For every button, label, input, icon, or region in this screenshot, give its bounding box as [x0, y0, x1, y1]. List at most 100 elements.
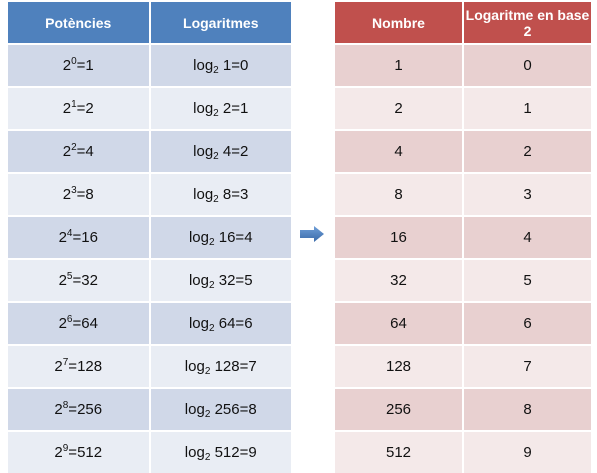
table-row: 29=512 log2 512=9: [8, 431, 291, 473]
table-row: 24=16 log2 16=4: [8, 216, 291, 259]
log-base: 2: [213, 151, 219, 162]
log-label: log: [184, 401, 205, 418]
power-cell: 26=64: [8, 302, 150, 345]
power-value: 256: [77, 401, 103, 418]
power-cell: 25=32: [8, 259, 150, 302]
log-value: 1: [240, 100, 249, 117]
log-base-2-cell: 4: [462, 216, 591, 259]
number-logarithm-table: Nombre Logaritme en base 2 1 0 2 1 4 2 8 3 16 4 32…: [335, 2, 591, 473]
logarithm-cell: log2 32=5: [148, 259, 291, 302]
log-argument: 2: [222, 100, 232, 117]
right-arrow-icon: [300, 226, 324, 242]
log-base-2-cell: 7: [462, 345, 591, 388]
table-row: 26=64 log2 64=6: [8, 302, 291, 345]
right-header-row: Nombre Logaritme en base 2: [335, 2, 591, 44]
log-base: 2: [213, 65, 219, 76]
log-base: 2: [204, 409, 211, 420]
table-row: 22=4 log2 4=2: [8, 130, 291, 173]
log-argument: 256: [214, 401, 240, 418]
power-cell: 29=512: [8, 431, 150, 473]
power-cell: 21=2: [8, 87, 150, 130]
log-base-2-cell: 5: [462, 259, 591, 302]
power-base: 2: [58, 315, 67, 332]
table-row: 16 4: [335, 216, 591, 259]
log-base-2-cell: 3: [462, 173, 591, 216]
number-cell: 128: [335, 345, 463, 388]
power-value: 16: [81, 229, 98, 246]
log-value: 5: [244, 272, 253, 289]
log-label: log: [188, 315, 209, 332]
power-exponent: 9: [62, 443, 69, 454]
log-base-2-cell: 0: [462, 44, 591, 87]
power-cell: 24=16: [8, 216, 150, 259]
power-cell: 28=256: [8, 388, 150, 431]
log-label: log: [193, 143, 214, 160]
power-value: 1: [85, 57, 94, 74]
log-label: log: [188, 229, 209, 246]
power-exponent: 0: [71, 56, 77, 67]
log-argument: 64: [218, 315, 236, 332]
log-value: 9: [248, 444, 257, 461]
power-base: 2: [54, 401, 63, 418]
log-base: 2: [213, 194, 219, 205]
power-base: 2: [54, 444, 63, 461]
power-exponent: 4: [66, 228, 73, 239]
powers-logarithms-table: Potències Logaritmes 20=1 log2 1=0 21=2 log…: [8, 2, 291, 473]
table-row: 20=1 log2 1=0: [8, 44, 291, 87]
power-value: 2: [85, 100, 94, 117]
log-base-2-cell: 2: [462, 130, 591, 173]
log-base-2-cell: 6: [462, 302, 591, 345]
log-argument: 128: [214, 358, 240, 375]
number-cell: 32: [335, 259, 463, 302]
power-exponent: 3: [71, 185, 77, 196]
number-cell: 8: [335, 173, 463, 216]
number-cell: 4: [335, 130, 463, 173]
log-label: log: [193, 57, 214, 74]
power-base: 2: [58, 272, 67, 289]
power-base: 2: [62, 57, 72, 74]
log-argument: 1: [222, 57, 232, 74]
log-base: 2: [213, 108, 219, 119]
power-value: 128: [77, 358, 103, 375]
log-argument: 16: [218, 229, 236, 246]
log-argument: 32: [218, 272, 236, 289]
left-header-row: Potències Logaritmes: [8, 2, 291, 44]
log-base: 2: [204, 366, 211, 377]
table-row: 27=128 log2 128=7: [8, 345, 291, 388]
power-exponent: 5: [66, 271, 73, 282]
power-exponent: 2: [71, 142, 77, 153]
power-cell: 22=4: [8, 130, 150, 173]
log-value: 0: [240, 57, 249, 74]
log-value: 6: [244, 315, 253, 332]
number-cell: 512: [335, 431, 463, 473]
logarithm-cell: log2 1=0: [148, 44, 291, 87]
number-cell: 16: [335, 216, 463, 259]
log-label: log: [193, 186, 214, 203]
log-base-2-cell: 8: [462, 388, 591, 431]
power-value: 4: [85, 143, 94, 160]
table-row: 32 5: [335, 259, 591, 302]
log-label: log: [188, 272, 209, 289]
logarithm-cell: log2 8=3: [148, 173, 291, 216]
power-base: 2: [54, 358, 63, 375]
log-base-2-cell: 9: [462, 431, 591, 473]
table-row: 21=2 log2 2=1: [8, 87, 291, 130]
logarithm-cell: log2 512=9: [148, 431, 291, 473]
log-base: 2: [209, 280, 215, 291]
log-label: log: [184, 444, 205, 461]
power-value: 64: [81, 315, 98, 332]
log-value: 7: [248, 358, 257, 375]
table-row: 128 7: [335, 345, 591, 388]
number-cell: 1: [335, 44, 463, 87]
power-exponent: 7: [62, 357, 69, 368]
header-potencies: Potències: [8, 2, 150, 44]
log-base-2-cell: 1: [462, 87, 591, 130]
table-row: 256 8: [335, 388, 591, 431]
header-logaritme-base-2: Logaritme en base 2: [462, 2, 591, 44]
power-cell: 27=128: [8, 345, 150, 388]
power-exponent: 1: [71, 99, 77, 110]
logarithm-cell: log2 4=2: [148, 130, 291, 173]
